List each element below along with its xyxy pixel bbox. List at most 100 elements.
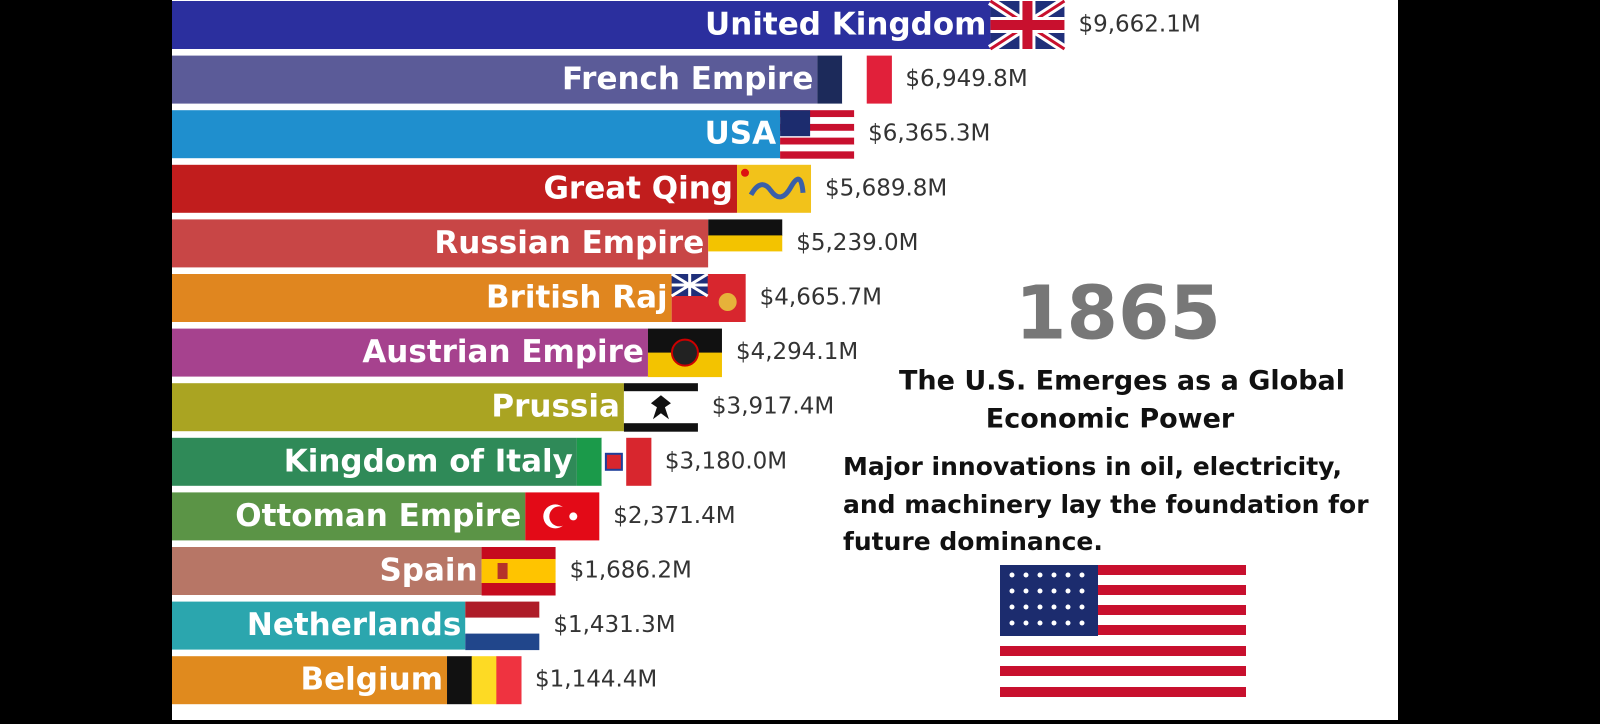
bar — [172, 164, 738, 213]
bar-label: French Empire — [562, 61, 813, 97]
bar — [172, 492, 526, 541]
flag-part — [496, 656, 522, 705]
flag-part — [604, 452, 623, 471]
flag-part — [481, 559, 556, 572]
flag-part — [623, 415, 698, 424]
value-label: $2,371.4M — [613, 503, 735, 529]
flag-part — [780, 137, 855, 145]
flag-part — [481, 583, 556, 596]
bar — [172, 437, 577, 486]
flag — [780, 110, 855, 159]
us-flag-image — [1000, 565, 1246, 697]
flag-part — [737, 164, 812, 213]
flag-part — [780, 110, 811, 137]
year-label: 1865 — [1015, 271, 1221, 357]
flag — [481, 547, 556, 596]
flag-part — [549, 506, 570, 527]
value-label: $5,689.8M — [825, 175, 947, 201]
flag-part — [748, 176, 806, 200]
bar — [172, 219, 709, 268]
flag-part — [741, 168, 750, 177]
flag — [447, 656, 522, 705]
bar — [172, 274, 672, 322]
annotation-text: future dominance. — [843, 527, 1103, 556]
value-label: $4,294.1M — [736, 339, 858, 365]
bar — [172, 601, 466, 650]
flag-part — [650, 395, 671, 420]
bar-label: Spain — [379, 553, 477, 589]
bar — [172, 383, 624, 432]
value-label: $3,180.0M — [665, 448, 787, 474]
flag-part — [670, 272, 709, 298]
bar — [172, 547, 482, 595]
flag-part — [780, 123, 855, 132]
bar-label: Great Qing — [543, 170, 733, 206]
bar-label: Russian Empire — [434, 225, 704, 261]
flag-part — [623, 383, 698, 392]
flag-part — [447, 656, 473, 705]
flag — [647, 328, 722, 378]
flag-part — [465, 633, 540, 651]
bar-label: Ottoman Empire — [235, 498, 521, 534]
bar-label: Austrian Empire — [362, 334, 644, 370]
bar-label: United Kingdom — [705, 7, 986, 43]
value-label: $5,239.0M — [796, 230, 918, 256]
flag-part — [817, 55, 843, 104]
bar-label: Prussia — [491, 389, 620, 425]
flag — [737, 164, 812, 213]
flag — [465, 601, 540, 651]
value-label: $9,662.1M — [1078, 12, 1200, 38]
bar — [172, 110, 781, 159]
flag-part — [708, 251, 783, 268]
value-label: $6,949.8M — [905, 66, 1027, 92]
flag — [576, 437, 652, 486]
value-label: $3,917.4M — [712, 394, 834, 420]
bar — [172, 656, 448, 705]
flag-part — [465, 617, 540, 635]
bar-label: British Raj — [486, 280, 668, 316]
flag — [623, 383, 698, 432]
flag-part — [481, 571, 556, 584]
annotation-title: Economic Power — [986, 404, 1235, 435]
flag-part — [718, 293, 737, 311]
flag-part — [623, 423, 698, 432]
annotation-title: The U.S. Emerges as a Global — [899, 366, 1345, 397]
annotation-text: and machinery lay the foundation for — [843, 490, 1369, 519]
flag-part — [780, 117, 855, 125]
flag-part — [471, 656, 497, 705]
bar-label: Netherlands — [247, 607, 461, 643]
annotation-text: Major innovations in oil, electricity, — [843, 452, 1342, 481]
value-label: $4,665.7M — [760, 285, 882, 311]
flag-part — [708, 219, 783, 236]
flag-part — [670, 338, 699, 367]
flag-part — [866, 55, 892, 104]
flag — [708, 219, 783, 268]
flag-part — [780, 151, 855, 159]
bar-label: USA — [705, 116, 777, 152]
flag-part — [990, 20, 1065, 30]
flag-part — [497, 563, 508, 579]
bar-label: Kingdom of Italy — [284, 443, 573, 479]
bar — [172, 1, 991, 49]
flag — [817, 55, 892, 104]
bar — [172, 55, 818, 104]
value-label: $1,144.4M — [535, 667, 657, 693]
flag — [670, 272, 746, 322]
flag-part — [569, 512, 578, 521]
flag-part — [481, 547, 556, 560]
bar-label: Belgium — [301, 662, 443, 698]
flag-part — [842, 55, 868, 104]
flag-part — [576, 437, 603, 486]
bars: United Kingdom $9,662.1M French Empire $6,9… — [172, 0, 1201, 705]
flag — [525, 492, 600, 541]
bar — [172, 328, 648, 377]
flag-part — [465, 601, 540, 619]
flag-part — [626, 437, 652, 486]
flag-part — [780, 110, 855, 118]
value-label: $1,686.2M — [570, 558, 692, 584]
value-label: $1,431.3M — [553, 612, 675, 638]
flag-part — [708, 235, 783, 252]
flag — [987, 0, 1067, 53]
